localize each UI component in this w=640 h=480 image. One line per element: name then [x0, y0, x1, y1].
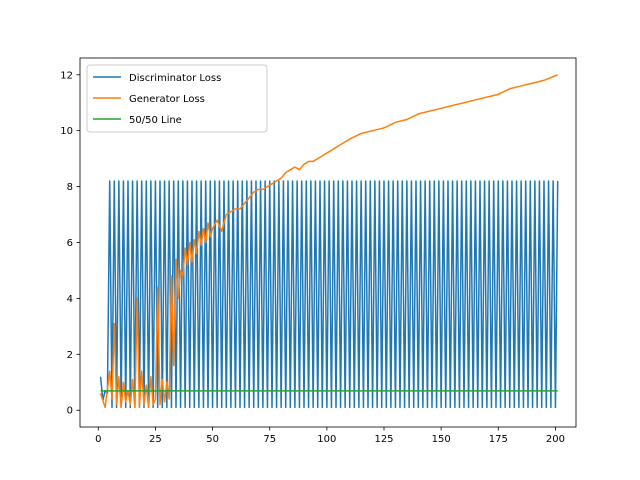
- legend-label: Generator Loss: [129, 94, 205, 105]
- y-tick-label: 0: [67, 406, 73, 417]
- series-line-1: [99, 180, 559, 409]
- x-tick-label: 150: [432, 434, 451, 445]
- y-tick-label: 10: [60, 126, 73, 137]
- x-tick-label: 100: [317, 434, 336, 445]
- x-tick-label: 200: [546, 434, 565, 445]
- legend-box: [86, 64, 268, 133]
- x-tick-label: 75: [263, 434, 276, 445]
- series-line-2: [99, 74, 558, 409]
- x-tick-label: 25: [149, 434, 162, 445]
- x-tick-label: 125: [374, 434, 393, 445]
- y-tick-label: 12: [60, 70, 73, 81]
- x-tick-label: 175: [489, 434, 508, 445]
- y-tick-label: 2: [67, 350, 73, 361]
- y-tick-label: 4: [67, 294, 73, 305]
- x-tick-label: 50: [206, 434, 219, 445]
- legend: Discriminator Loss Generator Loss 50/50 Li…: [86, 64, 268, 133]
- y-tick-label: 6: [67, 238, 73, 249]
- y-tick-label: 8: [67, 182, 73, 193]
- legend-label: Discriminator Loss: [129, 73, 221, 84]
- plot-lines: [99, 74, 559, 409]
- axes: 0 25 50 75 100 125 150 175 200 0 2 4 6 8 10 12: [60, 57, 577, 445]
- legend-label: 50/50 Line: [129, 115, 182, 126]
- x-tick-label: 0: [95, 434, 101, 445]
